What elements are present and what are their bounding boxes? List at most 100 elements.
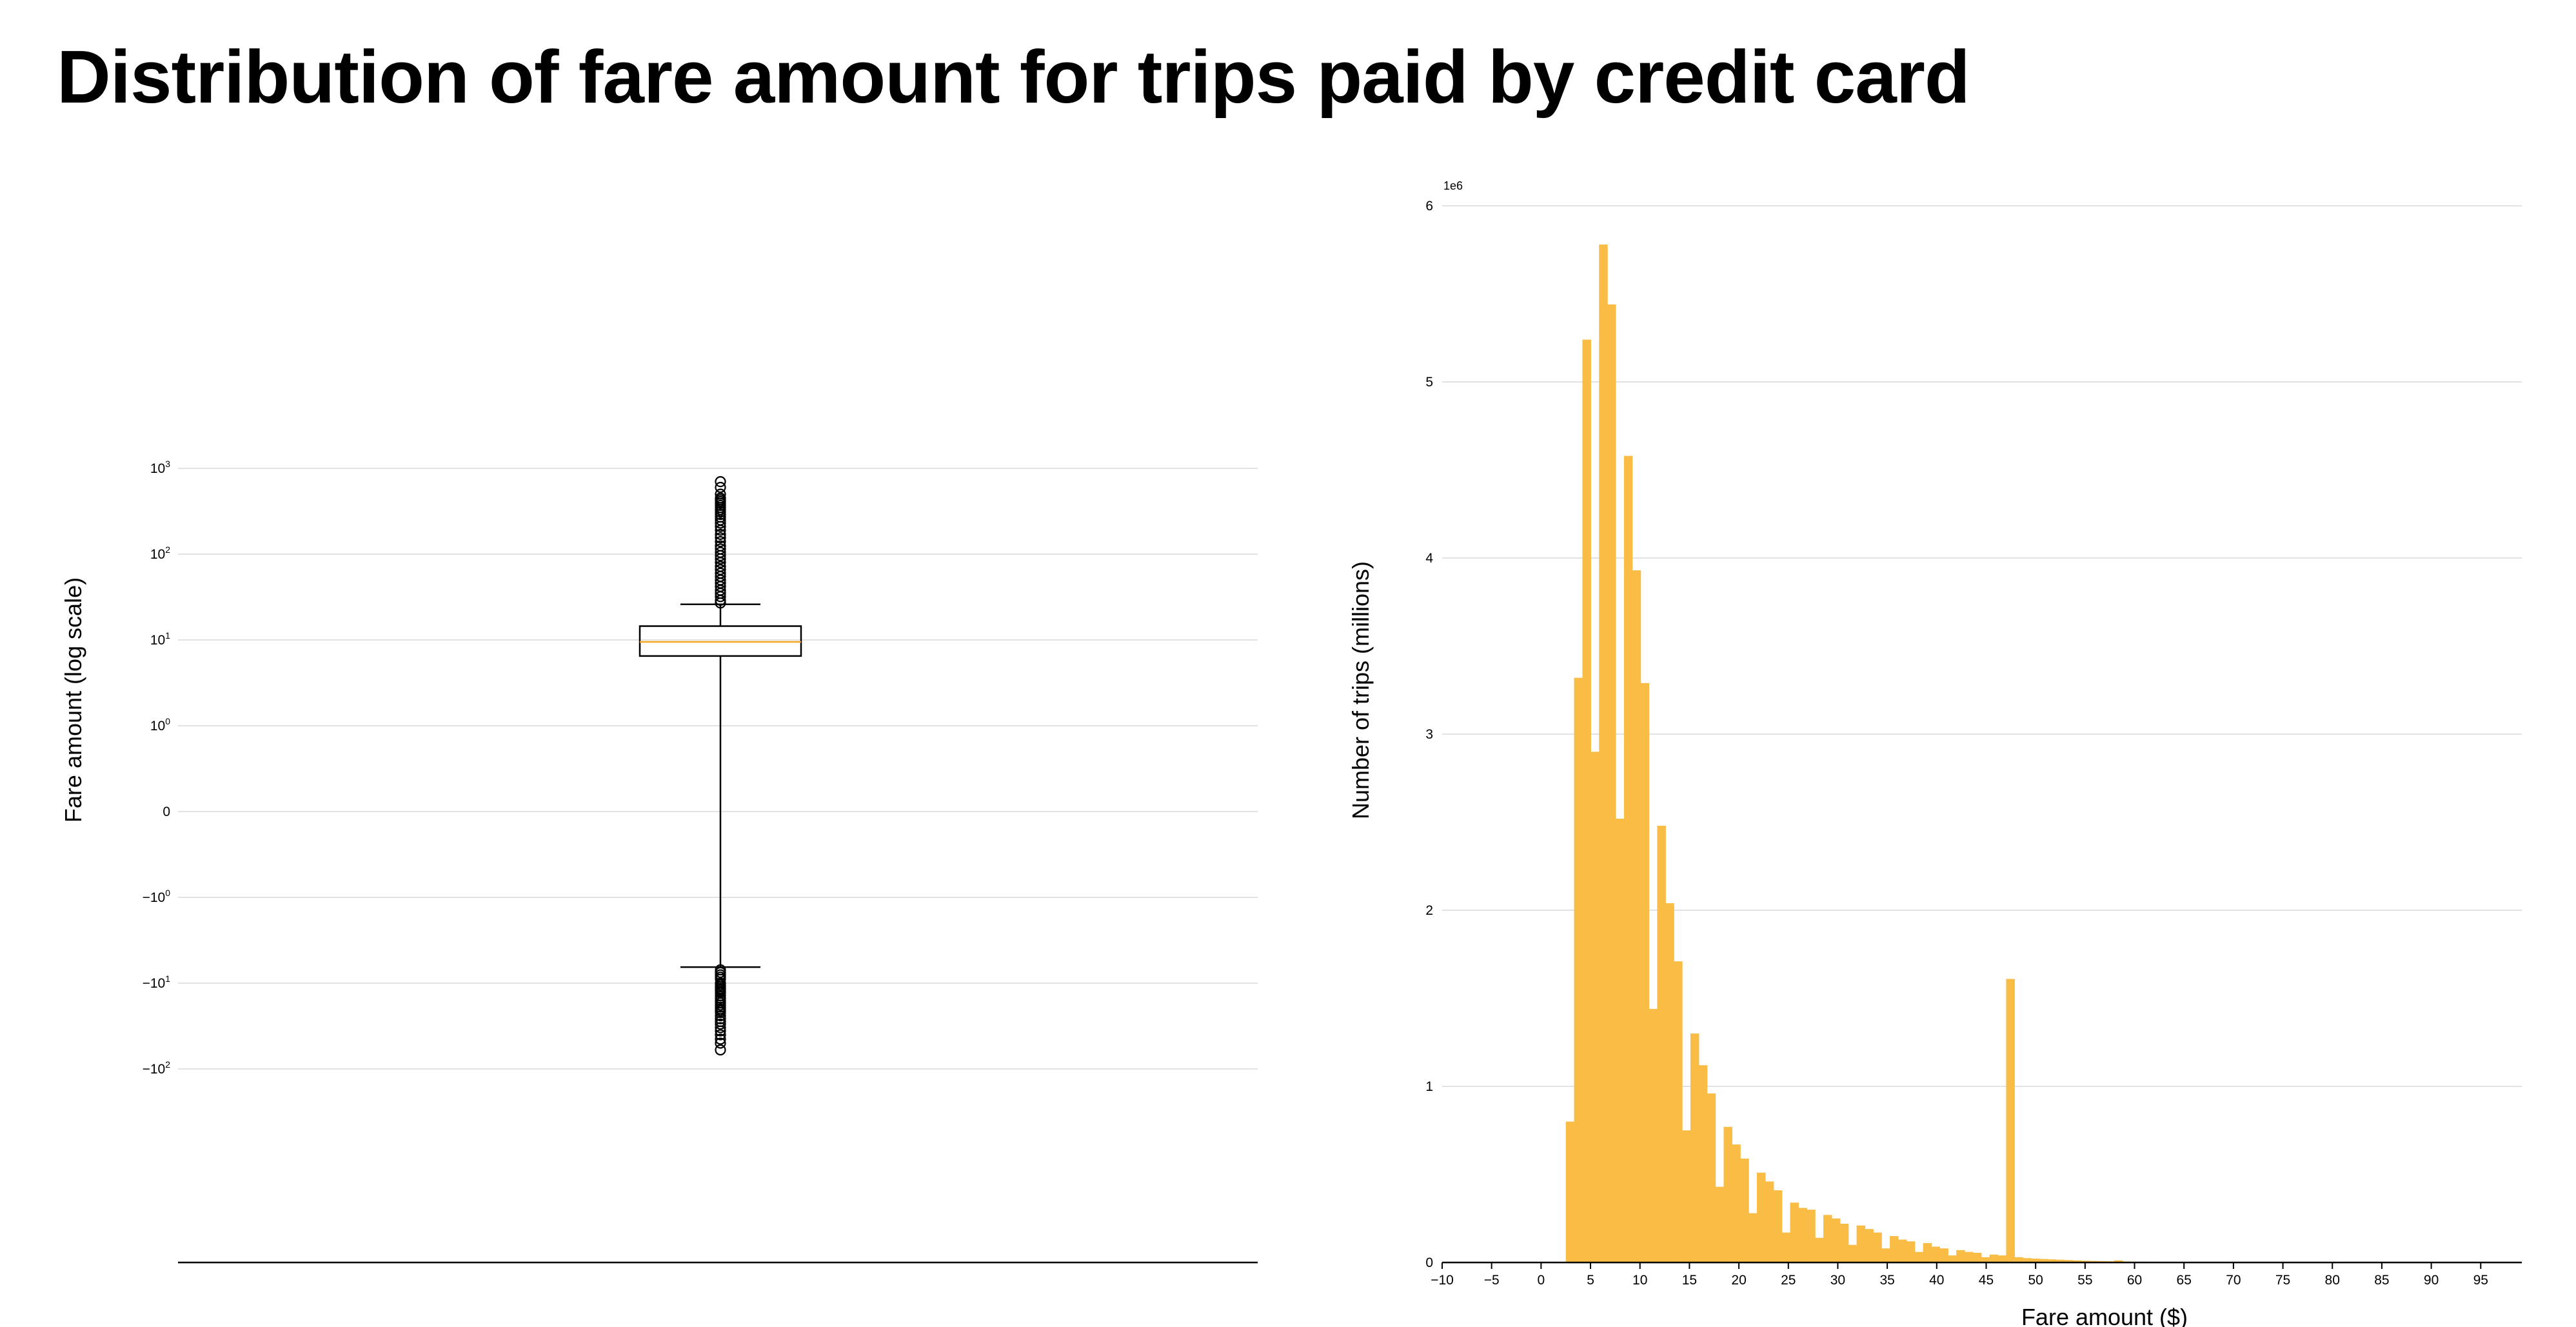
histogram-bar (1897, 1239, 1907, 1262)
histogram-x-tick-label: 45 (1979, 1273, 1994, 1288)
histogram-y-axis-label: Number of trips (millions) (1347, 561, 1374, 819)
histogram-bar (1972, 1252, 1982, 1262)
histogram-x-tick-label: 85 (2374, 1273, 2389, 1288)
histogram-bar (1939, 1248, 1948, 1262)
boxplot-outlier-low (715, 1029, 726, 1041)
histogram-bar (2072, 1260, 2081, 1262)
histogram-bar (2047, 1259, 2057, 1262)
histogram-x-tick-label: 70 (2226, 1273, 2241, 1288)
boxplot-outlier-high (715, 540, 726, 552)
histogram-bar (1798, 1208, 1807, 1262)
histogram-bar (1590, 752, 1600, 1262)
histogram-bar (2006, 979, 2015, 1262)
boxplot-panel: 103 102 101 100 0 −100 −101 −102 Fare amount (l… (60, 459, 1258, 1264)
histogram-bar (1657, 825, 1666, 1262)
histogram-x-tick-label: 55 (2077, 1273, 2092, 1288)
histogram-bar (1665, 903, 1674, 1262)
histogram-x-tick-label: 90 (2424, 1273, 2439, 1288)
histogram-bar (1599, 244, 1608, 1262)
histogram-bar (1948, 1255, 1957, 1262)
histogram-y-tick-label: 1 (1425, 1079, 1433, 1094)
histogram-bar (1632, 570, 1641, 1262)
boxplot-y-axis-label: Fare amount (log scale) (60, 577, 86, 823)
histogram-bar (1831, 1218, 1841, 1262)
boxplot-outlier-high (715, 567, 726, 579)
boxplot-outlier-high (715, 476, 726, 488)
boxplot-y-tick-label: 0 (163, 804, 170, 819)
boxplot-outlier-low (715, 1022, 726, 1033)
histogram-bar (1707, 1093, 1716, 1262)
histogram-bar (1815, 1237, 1824, 1262)
boxplot-outlier-high (715, 492, 726, 504)
histogram-bar (1790, 1202, 1799, 1262)
boxplot-outlier-high (715, 488, 726, 500)
histogram-x-tick-label: 10 (1632, 1273, 1647, 1288)
histogram-x-tick-label: 35 (1879, 1273, 1894, 1288)
boxplot-y-tick-label: 101 (150, 630, 170, 648)
histogram-bar (1807, 1210, 1816, 1262)
boxplot-y-tick-label: 102 (150, 544, 170, 562)
histogram-bar (1773, 1190, 1783, 1262)
histogram-x-tick-label: 15 (1682, 1273, 1697, 1288)
histogram-x-tick-label: 60 (2127, 1273, 2142, 1288)
boxplot-outlier-high (715, 564, 726, 575)
histogram-bar (1981, 1257, 1990, 1262)
boxplot-outlier-low (715, 1033, 726, 1045)
histogram-x-tick-label: 95 (2473, 1273, 2488, 1288)
histogram-bar (1732, 1144, 1741, 1262)
histogram-bar (1881, 1248, 1890, 1262)
histogram-bar (1674, 961, 1683, 1262)
histogram-bar (1890, 1236, 1899, 1262)
histogram-bar (1640, 683, 1650, 1262)
histogram-bar (2031, 1258, 2040, 1262)
boxplot-outlier-low (715, 1013, 726, 1024)
histogram-x-tick-label: 0 (1538, 1273, 1545, 1288)
boxplot-y-tick-label: −100 (143, 888, 171, 905)
histogram-bar (1781, 1232, 1791, 1262)
histogram-bar (1839, 1223, 1849, 1262)
histogram-bar (1682, 1130, 1691, 1262)
histogram-x-tick-label: 40 (1929, 1273, 1944, 1288)
histogram-bar (1582, 339, 1591, 1262)
boxplot-y-tick-label: −102 (143, 1059, 171, 1077)
boxplot-y-tick-label: 100 (150, 716, 170, 733)
boxplot-outlier-high (715, 517, 726, 529)
histogram-bar (1615, 819, 1625, 1262)
histogram-bar (1848, 1244, 1858, 1262)
histogram-bar (1749, 1213, 1758, 1262)
histogram-bar (1956, 1250, 1965, 1262)
histogram-bar (2064, 1260, 2074, 1262)
histogram-y-tick-label: 5 (1425, 375, 1433, 390)
histogram-bar (1823, 1215, 1832, 1262)
histogram-bar (1989, 1254, 1999, 1262)
histogram-bar (1690, 1033, 1699, 1262)
histogram-bar (1856, 1225, 1866, 1262)
histogram-bar (1965, 1252, 1974, 1262)
histogram-bar (2114, 1260, 2123, 1262)
boxplot-box (639, 625, 802, 657)
histogram-x-tick-label: 5 (1587, 1273, 1594, 1288)
boxplot-outlier-low (715, 1010, 726, 1022)
histogram-bar (1574, 677, 1583, 1262)
page-title: Distribution of fare amount for trips pa… (57, 35, 1970, 119)
histogram-bar (1715, 1186, 1725, 1262)
histogram-y-tick-label: 0 (1425, 1255, 1433, 1270)
histogram-x-tick-label: −5 (1484, 1273, 1500, 1288)
boxplot-outlier-high (715, 546, 726, 558)
histogram-x-tick-label: 20 (1731, 1273, 1746, 1288)
boxplot-outlier-low (715, 1018, 726, 1030)
histogram-bar (2014, 1257, 2023, 1262)
histogram-bar (1997, 1255, 2007, 1262)
histogram-bar (1698, 1065, 1708, 1262)
histogram-y-tick-label: 2 (1425, 903, 1433, 918)
histogram-x-axis-label: Fare amount ($) (2021, 1304, 2188, 1327)
boxplot-outlier-low (715, 1037, 726, 1049)
histogram-x-tick-label: 80 (2325, 1273, 2340, 1288)
boxplot-y-tick-label: 103 (150, 459, 170, 476)
histogram-x-tick-label: 30 (1830, 1273, 1845, 1288)
histogram-y-tick-label: 3 (1425, 727, 1433, 742)
histogram-x-tick-label: −10 (1431, 1273, 1454, 1288)
histogram-bar (2056, 1259, 2065, 1262)
